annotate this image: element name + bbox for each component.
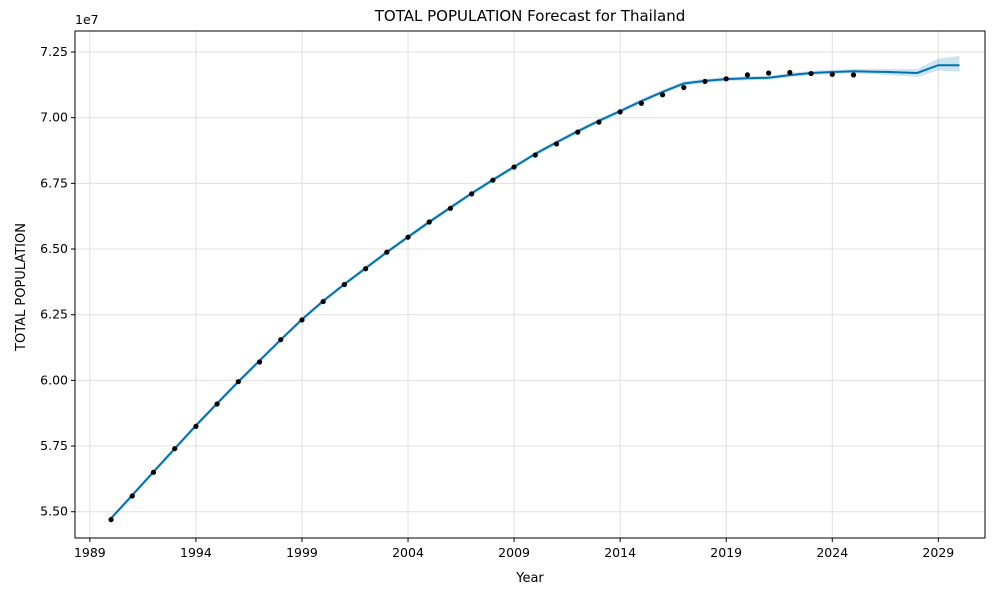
observed-point bbox=[744, 72, 751, 78]
y-tick-label: 6.75 bbox=[40, 175, 68, 190]
y-tick-label: 7.00 bbox=[40, 110, 68, 125]
observed-point bbox=[278, 337, 284, 343]
x-axis-label: Year bbox=[515, 571, 544, 586]
x-tick-label: 2024 bbox=[816, 545, 848, 560]
observed-point bbox=[235, 379, 241, 385]
x-tick-label: 2019 bbox=[710, 545, 742, 560]
observed-point bbox=[193, 423, 199, 429]
observed-point bbox=[681, 84, 687, 91]
observed-point bbox=[659, 92, 666, 98]
y-tick-label: 6.50 bbox=[40, 241, 68, 256]
observed-point bbox=[532, 152, 538, 158]
observed-point bbox=[214, 401, 220, 407]
observed-point bbox=[575, 129, 581, 135]
observed-point bbox=[129, 493, 135, 499]
observed-point bbox=[384, 249, 390, 255]
y-axis-label: TOTAL POPULATION bbox=[14, 223, 29, 352]
observed-point bbox=[766, 70, 772, 76]
observed-point bbox=[341, 281, 347, 288]
x-tick-label: 2029 bbox=[922, 545, 954, 560]
observed-point bbox=[405, 234, 411, 240]
grid bbox=[75, 31, 985, 538]
y-axis-ticks: 5.50 5.75 6.00 6.25 6.50 6.75 7.00 7.25 bbox=[40, 44, 75, 519]
y-offset-label: 1e7 bbox=[75, 12, 99, 27]
x-tick-label: 2004 bbox=[392, 545, 424, 560]
y-tick-label: 6.25 bbox=[40, 307, 68, 322]
y-tick-label: 5.75 bbox=[40, 438, 68, 453]
y-tick-label: 7.25 bbox=[40, 44, 68, 59]
observed-point bbox=[808, 70, 814, 77]
observed-point bbox=[490, 177, 496, 183]
observed-point bbox=[596, 119, 602, 125]
observed-point bbox=[511, 164, 517, 170]
x-tick-label: 2014 bbox=[604, 545, 636, 560]
x-tick-label: 1994 bbox=[180, 545, 212, 560]
observed-point bbox=[723, 76, 729, 82]
x-tick-label: 1989 bbox=[74, 545, 106, 560]
observed-point bbox=[787, 69, 793, 76]
y-tick-label: 6.00 bbox=[40, 372, 68, 387]
observed-point bbox=[363, 266, 369, 272]
observed-points-layer bbox=[108, 69, 857, 523]
observed-point bbox=[108, 517, 114, 523]
observed-point bbox=[702, 78, 708, 85]
plot-frame bbox=[74, 30, 986, 539]
observed-point bbox=[150, 469, 157, 475]
x-tick-label: 2009 bbox=[498, 545, 530, 560]
observed-point bbox=[850, 72, 857, 78]
observed-point bbox=[553, 141, 560, 147]
observed-point bbox=[426, 219, 432, 225]
observed-point bbox=[829, 71, 835, 77]
x-tick-label: 1999 bbox=[286, 545, 318, 560]
observed-point bbox=[172, 446, 178, 452]
chart-title: TOTAL POPULATION Forecast for Thailand bbox=[374, 7, 685, 25]
observed-point bbox=[256, 359, 263, 365]
observed-point bbox=[320, 298, 326, 305]
x-axis-ticks: 1989 1994 1999 2004 2009 2014 2019 2024 2029 bbox=[74, 538, 954, 560]
y-tick-label: 5.50 bbox=[40, 504, 68, 519]
observed-point bbox=[447, 205, 454, 211]
observed-point bbox=[299, 317, 305, 323]
observed-point bbox=[638, 100, 644, 106]
observed-point bbox=[617, 109, 623, 115]
observed-point bbox=[469, 191, 475, 197]
